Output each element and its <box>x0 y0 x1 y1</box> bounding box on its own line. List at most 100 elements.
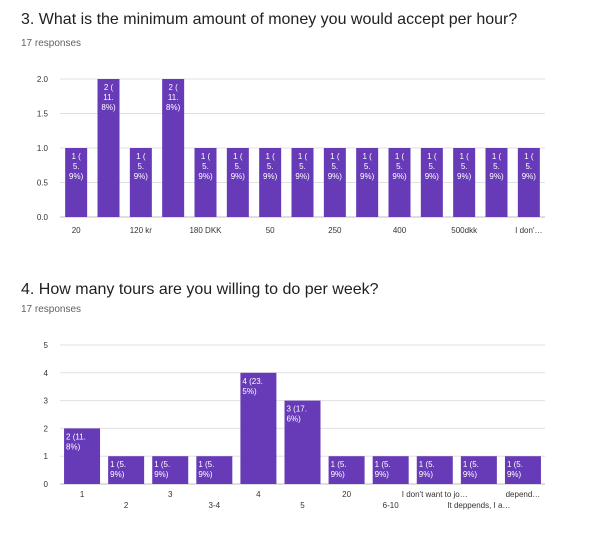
data-label: 9%) <box>231 172 246 181</box>
data-label: 9%) <box>522 172 537 181</box>
x-tick-label: It deppends, I a… <box>447 501 510 510</box>
data-label: 9%) <box>457 172 472 181</box>
bar <box>420 148 443 217</box>
data-label: 5. <box>396 162 403 171</box>
bar <box>97 79 120 217</box>
bar <box>129 148 152 217</box>
data-label: 9%) <box>360 172 375 181</box>
data-label: 5. <box>234 162 241 171</box>
data-label: 5. <box>525 162 532 171</box>
y-tick-label: 5 <box>44 341 49 350</box>
data-label: 2 ( <box>104 83 114 92</box>
x-tick-label: 2 <box>124 501 129 510</box>
bar <box>65 148 88 217</box>
data-label: 1 ( <box>330 152 340 161</box>
data-label: 1 ( <box>298 152 308 161</box>
bar <box>485 148 508 217</box>
data-label: 8%) <box>66 442 81 451</box>
data-label: 9%) <box>198 470 213 479</box>
bar <box>226 148 249 217</box>
x-tick-label: 5 <box>300 501 305 510</box>
data-label: 5. <box>73 162 80 171</box>
bar <box>196 456 233 484</box>
y-tick-label: 0.0 <box>37 213 49 222</box>
bar <box>108 456 145 484</box>
data-label: 1 ( <box>524 152 534 161</box>
data-label: 9%) <box>134 172 149 181</box>
data-label: 4 (23. <box>242 377 262 386</box>
data-label: 1 ( <box>362 152 372 161</box>
bar <box>388 148 411 217</box>
data-label: 3 (17. <box>287 405 307 414</box>
data-label: 5. <box>331 162 338 171</box>
bar <box>194 148 217 217</box>
data-label: 5. <box>267 162 274 171</box>
data-label: 9%) <box>489 172 504 181</box>
question-4-title: 4. How many tours are you willing to do … <box>21 281 379 298</box>
data-label: 5%) <box>242 387 257 396</box>
data-label: 9%) <box>425 172 440 181</box>
data-label: 1 (5. <box>419 460 435 469</box>
data-label: 1 ( <box>233 152 243 161</box>
bar <box>64 428 101 484</box>
data-label: 1 (5. <box>507 460 523 469</box>
data-label: 9%) <box>69 172 84 181</box>
data-label: 1 (5. <box>110 460 126 469</box>
y-tick-label: 0 <box>44 480 49 489</box>
bar <box>372 456 409 484</box>
data-label: 1 (5. <box>375 460 391 469</box>
question-3-title: 3. What is the minimum amount of money y… <box>21 11 518 28</box>
bar <box>323 148 346 217</box>
x-tick-label: 1 <box>80 490 85 499</box>
bar <box>152 456 189 484</box>
data-label: 9%) <box>507 470 522 479</box>
x-tick-label: 20 <box>72 226 81 235</box>
data-label: 5. <box>364 162 371 171</box>
bar <box>162 79 185 217</box>
y-tick-label: 2.0 <box>37 75 49 84</box>
data-label: 9%) <box>263 172 278 181</box>
data-label: 1 ( <box>459 152 469 161</box>
data-label: 9%) <box>375 470 390 479</box>
data-label: 2 ( <box>168 83 178 92</box>
y-tick-label: 0.5 <box>37 179 49 188</box>
bar <box>284 400 321 484</box>
bar <box>356 148 379 217</box>
y-tick-label: 1.0 <box>37 144 49 153</box>
x-tick-label: 180 DKK <box>189 226 222 235</box>
x-tick-label: 4 <box>256 490 261 499</box>
data-label: 11. <box>103 93 114 102</box>
bar <box>259 148 282 217</box>
x-tick-label: 250 <box>328 226 342 235</box>
data-label: 5. <box>493 162 500 171</box>
data-label: 9%) <box>392 172 407 181</box>
data-label: 9%) <box>198 172 213 181</box>
x-tick-label: depend… <box>506 490 541 499</box>
data-label: 8%) <box>166 103 181 112</box>
data-label: 9%) <box>331 470 346 479</box>
x-tick-label: I don't want to jo… <box>402 490 468 499</box>
bar <box>291 148 314 217</box>
bar <box>453 148 476 217</box>
data-label: 9%) <box>154 470 169 479</box>
data-label: 5. <box>461 162 468 171</box>
data-label: 1 ( <box>427 152 437 161</box>
question-4-response-count: 17 responses <box>21 304 82 315</box>
data-label: 1 ( <box>71 152 81 161</box>
data-label: 1 (5. <box>331 460 347 469</box>
bar <box>504 456 541 484</box>
data-label: 1 ( <box>265 152 275 161</box>
bar <box>460 456 497 484</box>
data-label: 5. <box>202 162 209 171</box>
x-tick-label: 400 <box>393 226 407 235</box>
bar <box>240 372 277 484</box>
data-label: 8%) <box>101 103 116 112</box>
y-tick-label: 4 <box>44 369 49 378</box>
bar <box>328 456 365 484</box>
data-label: 1 ( <box>136 152 146 161</box>
data-label: 5. <box>299 162 306 171</box>
data-label: 5. <box>137 162 144 171</box>
x-tick-label: 120 kr <box>130 226 153 235</box>
